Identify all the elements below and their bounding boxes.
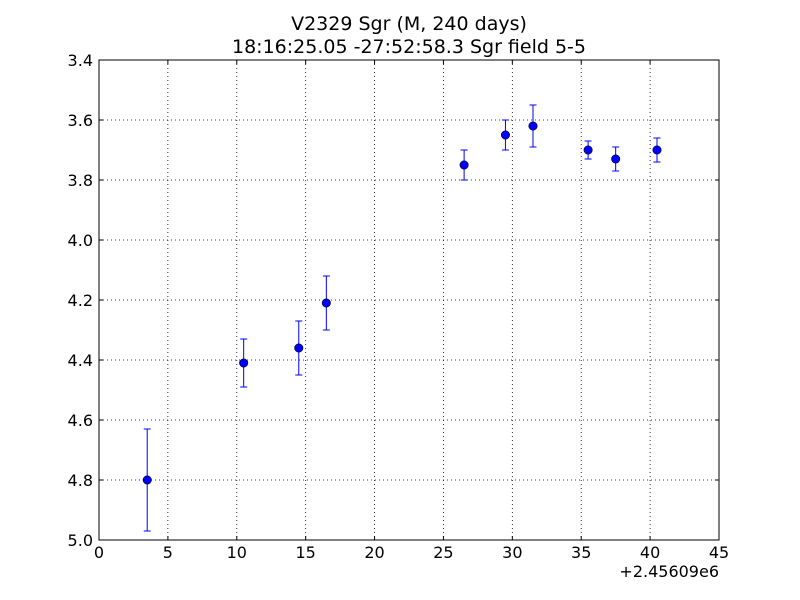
data-point — [500, 119, 510, 151]
y-tick-label: 4.2 — [68, 291, 93, 310]
data-marker — [583, 145, 593, 155]
data-marker — [321, 298, 331, 308]
x-tick-label: 20 — [364, 543, 384, 562]
data-marker — [459, 160, 469, 170]
data-marker — [142, 475, 152, 485]
x-tick-label: 25 — [433, 543, 453, 562]
x-tick-label: 15 — [295, 543, 315, 562]
grid-lines — [99, 60, 719, 540]
y-tick-label: 4.6 — [68, 411, 93, 430]
data-point — [321, 275, 331, 331]
y-tick-label: 4.8 — [68, 471, 93, 490]
y-tick-label: 4.0 — [68, 231, 93, 250]
x-tick-label: 5 — [163, 543, 173, 562]
plot-area-frame — [98, 59, 720, 541]
data-point — [652, 137, 662, 163]
x-tick-label: 40 — [640, 543, 660, 562]
data-point — [459, 149, 469, 181]
data-point — [142, 428, 152, 532]
data-marker — [239, 358, 249, 368]
y-tick-label: 3.4 — [68, 51, 93, 70]
data-point — [294, 320, 304, 376]
x-tick-label: 10 — [227, 543, 247, 562]
y-tick-label: 5.0 — [68, 531, 93, 550]
x-offset-label: +2.45609e6 — [619, 562, 719, 581]
x-tick-labels: 0 5 10 15 20 25 30 35 40 45 — [94, 543, 729, 562]
data-marker — [611, 154, 621, 164]
data-marker — [528, 121, 538, 131]
x-tick-label: 45 — [709, 543, 729, 562]
y-tick-labels: 3.4 3.6 3.8 4.0 4.2 4.4 4.6 4.8 5.0 — [68, 51, 93, 550]
data-point — [239, 338, 249, 388]
chart-subtitle: 18:16:25.05 -27:52:58.3 Sgr field 5-5 — [232, 36, 586, 58]
x-tick-label: 30 — [502, 543, 522, 562]
x-tick-label: 35 — [571, 543, 591, 562]
data-point — [583, 140, 593, 160]
y-tick-label: 4.4 — [68, 351, 93, 370]
data-point — [528, 104, 538, 148]
data-marker — [500, 130, 510, 140]
x-tick-label: 0 — [94, 543, 104, 562]
data-marker — [652, 145, 662, 155]
y-tick-label: 3.6 — [68, 111, 93, 130]
data-points — [142, 104, 662, 532]
data-point — [611, 146, 621, 172]
chart-title: V2329 Sgr (M, 240 days) — [291, 13, 527, 35]
data-marker — [294, 343, 304, 353]
y-tick-label: 3.8 — [68, 171, 93, 190]
